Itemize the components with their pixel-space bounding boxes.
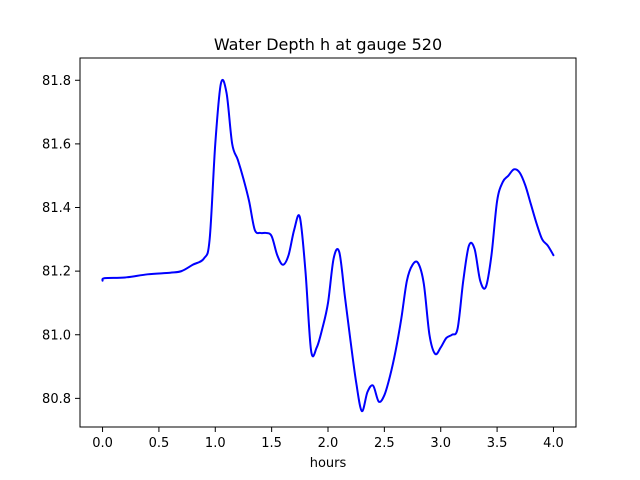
- x-tick-label: 2.0: [318, 436, 339, 451]
- y-tick-label: 81.2: [42, 265, 71, 280]
- x-tick-label: 0.5: [149, 436, 170, 451]
- x-tick-label: 2.5: [374, 436, 395, 451]
- chart-title: Water Depth h at gauge 520: [214, 35, 442, 54]
- y-tick-label: 81.6: [42, 137, 71, 152]
- x-tick-label: 1.5: [261, 436, 282, 451]
- y-tick-label: 80.8: [42, 392, 71, 407]
- y-tick-label: 81.4: [42, 201, 71, 216]
- x-tick-label: 3.0: [430, 436, 451, 451]
- plot-area: 0.0 0.5 1.0 1.5 2.0 2.5 3.0 3.5 4.0 80.8 81.0 81.2 8…: [42, 74, 564, 451]
- series-line: [101, 78, 555, 413]
- x-axis-label: hours: [310, 456, 347, 471]
- x-tick-label: 4.0: [543, 436, 564, 451]
- x-tick-label: 0.0: [92, 436, 113, 451]
- y-tick-label: 81.0: [42, 328, 71, 343]
- axes-frame: [79, 57, 577, 428]
- y-tick-label: 81.8: [42, 74, 71, 89]
- x-tick-label: 3.5: [487, 436, 508, 451]
- x-tick-label: 1.0: [205, 436, 226, 451]
